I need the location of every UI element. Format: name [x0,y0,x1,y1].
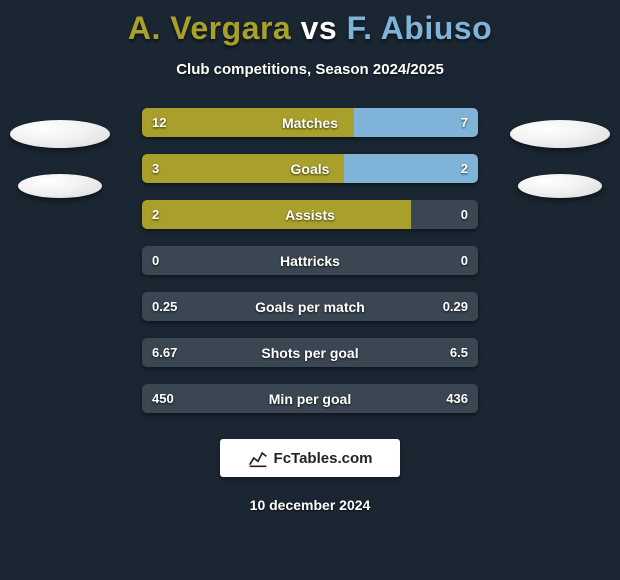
stat-value-right: 436 [446,384,468,413]
stat-label: Shots per goal [142,338,478,367]
stat-bar-right [354,108,478,137]
stat-label: Goals per match [142,292,478,321]
stat-value-left: 450 [152,384,174,413]
stat-value-right: 7 [461,108,468,137]
badge-oval [518,174,602,198]
vs-label: vs [301,10,338,46]
stat-label: Min per goal [142,384,478,413]
player1-badges [10,120,110,198]
stat-label: Hattricks [142,246,478,275]
stat-value-right: 0 [461,200,468,229]
stat-row: 127Matches [142,108,478,137]
stat-row: 6.67 6.5Shots per goal [142,338,478,367]
stat-row: 32Goals [142,154,478,183]
stat-value-left: 0 [152,246,159,275]
subtitle: Club competitions, Season 2024/2025 [0,61,620,78]
comparison-title: A. Vergara vs F. Abiuso [0,0,620,47]
stat-bar-left [142,200,411,229]
stat-value-left: 6.67 [152,338,177,367]
stat-row: 0.25 0.29Goals per match [142,292,478,321]
stats-list: 127Matches32Goals20Assists00Hattricks0.2… [142,108,478,413]
stat-value-left: 0.25 [152,292,177,321]
player2-badges [510,120,610,198]
branding-badge: FcTables.com [220,439,400,477]
badge-oval [18,174,102,198]
stat-value-left: 12 [152,108,166,137]
player2-name: F. Abiuso [347,10,493,46]
player1-name: A. Vergara [128,10,291,46]
badge-oval [10,120,110,148]
stat-bar-left [142,154,344,183]
stat-value-right: 0.29 [443,292,468,321]
stat-row: 0 0Hattricks [142,246,478,275]
badge-oval [510,120,610,148]
date-label: 10 december 2024 [0,497,620,513]
stat-value-right: 2 [461,154,468,183]
stat-value-left: 2 [152,200,159,229]
stat-value-right: 0 [461,246,468,275]
stat-value-left: 3 [152,154,159,183]
stat-row: 20Assists [142,200,478,229]
stat-bar-left [142,108,354,137]
branding-text: FcTables.com [274,450,373,467]
chart-icon [248,448,268,468]
stat-value-right: 6.5 [450,338,468,367]
stat-row: 450 436Min per goal [142,384,478,413]
stat-bar-right [344,154,478,183]
